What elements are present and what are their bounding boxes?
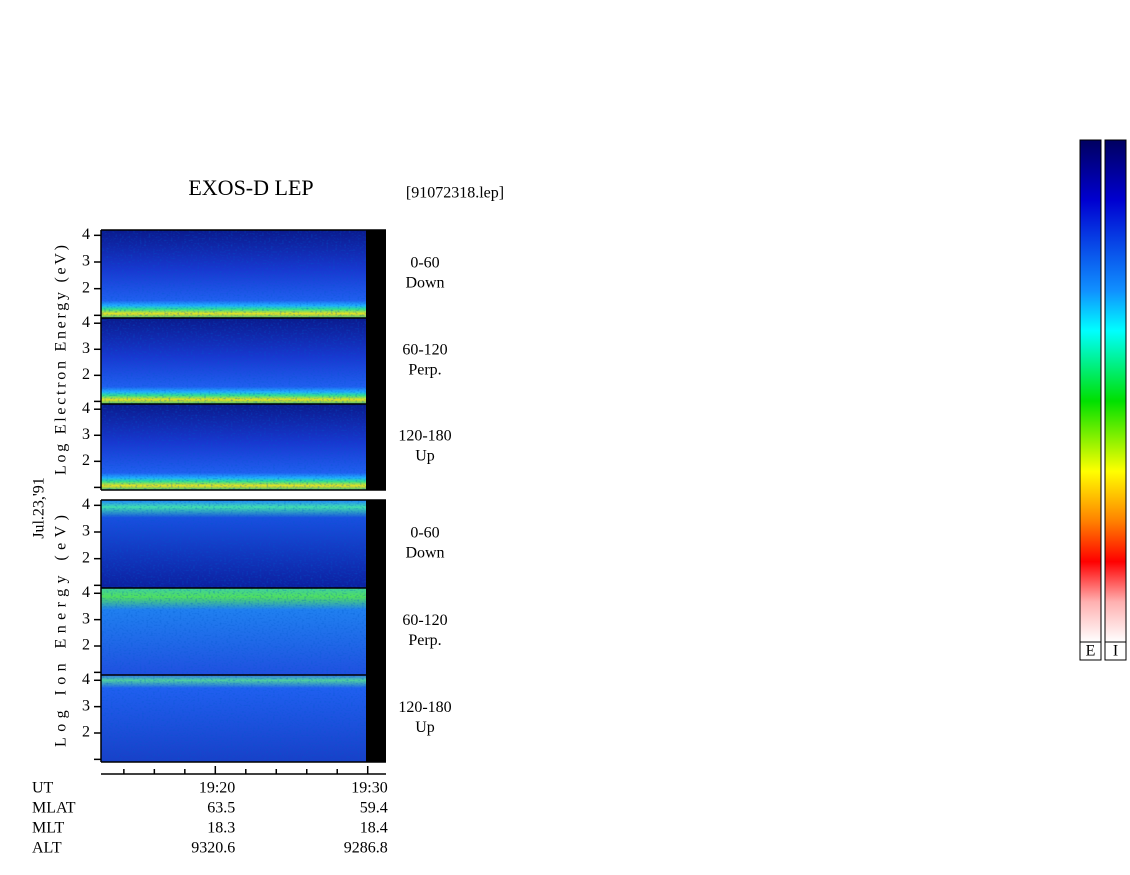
- panel-label: Down: [405, 275, 444, 292]
- file-label: [91072318.lep]: [406, 185, 504, 202]
- y-tick-label: 2: [82, 366, 90, 383]
- y-tick-label: 4: [82, 400, 90, 417]
- ephemeris-label: MLAT: [32, 800, 76, 817]
- colorbar-label: E: [1086, 643, 1096, 660]
- ephemeris-label: UT: [32, 780, 54, 797]
- colorbar-label-box: [1079, 641, 1102, 661]
- y-tick-label: 2: [82, 637, 90, 654]
- y-tick-label: 3: [82, 697, 90, 714]
- y-tick-label: 2: [82, 549, 90, 566]
- ephemeris-value: 9320.6: [191, 840, 235, 857]
- spectrogram-noise: [101, 588, 366, 675]
- y-tick-label: 3: [82, 340, 90, 357]
- panel-label: 60-120: [402, 612, 447, 629]
- y-axis-label: Log Electron Energy (eV): [53, 245, 70, 475]
- panel-label: 120-180: [398, 699, 451, 716]
- y-tick-label: 4: [82, 496, 90, 513]
- panel-label: 60-120: [402, 342, 447, 359]
- panel-label: Down: [405, 545, 444, 562]
- panel-label: Perp.: [408, 362, 441, 379]
- spectrogram-noise: [101, 318, 366, 404]
- no-data-band: [366, 675, 386, 762]
- colorbar-label: I: [1113, 643, 1118, 660]
- ephemeris-value: 59.4: [360, 800, 388, 817]
- colorbar: [1079, 139, 1102, 643]
- y-tick-label: 3: [82, 523, 90, 540]
- ephemeris-value: 18.3: [207, 820, 235, 837]
- spectrogram-noise: [101, 404, 366, 490]
- y-tick-label: 4: [82, 314, 90, 331]
- ephemeris-value: 9286.8: [344, 840, 388, 857]
- ephemeris-label: MLT: [32, 820, 65, 837]
- panel-label: 120-180: [398, 428, 451, 445]
- y-tick-label: 4: [82, 671, 90, 688]
- ephemeris-value: 63.5: [207, 800, 235, 817]
- no-data-band: [366, 318, 386, 404]
- y-tick-label: 4: [82, 226, 90, 243]
- y-tick-label: 3: [82, 253, 90, 270]
- y-tick-label: 2: [82, 279, 90, 296]
- panel-label: 0-60: [410, 525, 439, 542]
- panel-label: Up: [415, 719, 435, 736]
- y-axis-label: Log Ion Energy (eV): [53, 515, 70, 747]
- colorbar: [1104, 139, 1127, 643]
- x-tick-label: 19:30: [351, 780, 387, 797]
- y-tick-label: 4: [82, 584, 90, 601]
- y-tick-label: 3: [82, 610, 90, 627]
- spectrogram-noise: [101, 675, 366, 762]
- panel-label: 0-60: [410, 255, 439, 272]
- panel-label: Up: [415, 448, 435, 465]
- no-data-band: [366, 588, 386, 675]
- no-data-band: [366, 500, 386, 588]
- y-tick-label: 2: [82, 452, 90, 469]
- x-tick-label: 19:20: [199, 780, 235, 797]
- ephemeris-label: ALT: [32, 840, 62, 857]
- panel-label: Perp.: [408, 632, 441, 649]
- title: EXOS-D LEP: [188, 175, 313, 200]
- spectrogram-noise: [101, 230, 366, 318]
- no-data-band: [366, 230, 386, 318]
- colorbar-label-box: [1104, 641, 1127, 661]
- y-tick-label: 2: [82, 724, 90, 741]
- y-tick-label: 3: [82, 426, 90, 443]
- no-data-band: [366, 404, 386, 490]
- date-label: Jul.23,'91: [31, 477, 48, 539]
- ephemeris-value: 18.4: [360, 820, 388, 837]
- spectrogram-noise: [101, 500, 366, 588]
